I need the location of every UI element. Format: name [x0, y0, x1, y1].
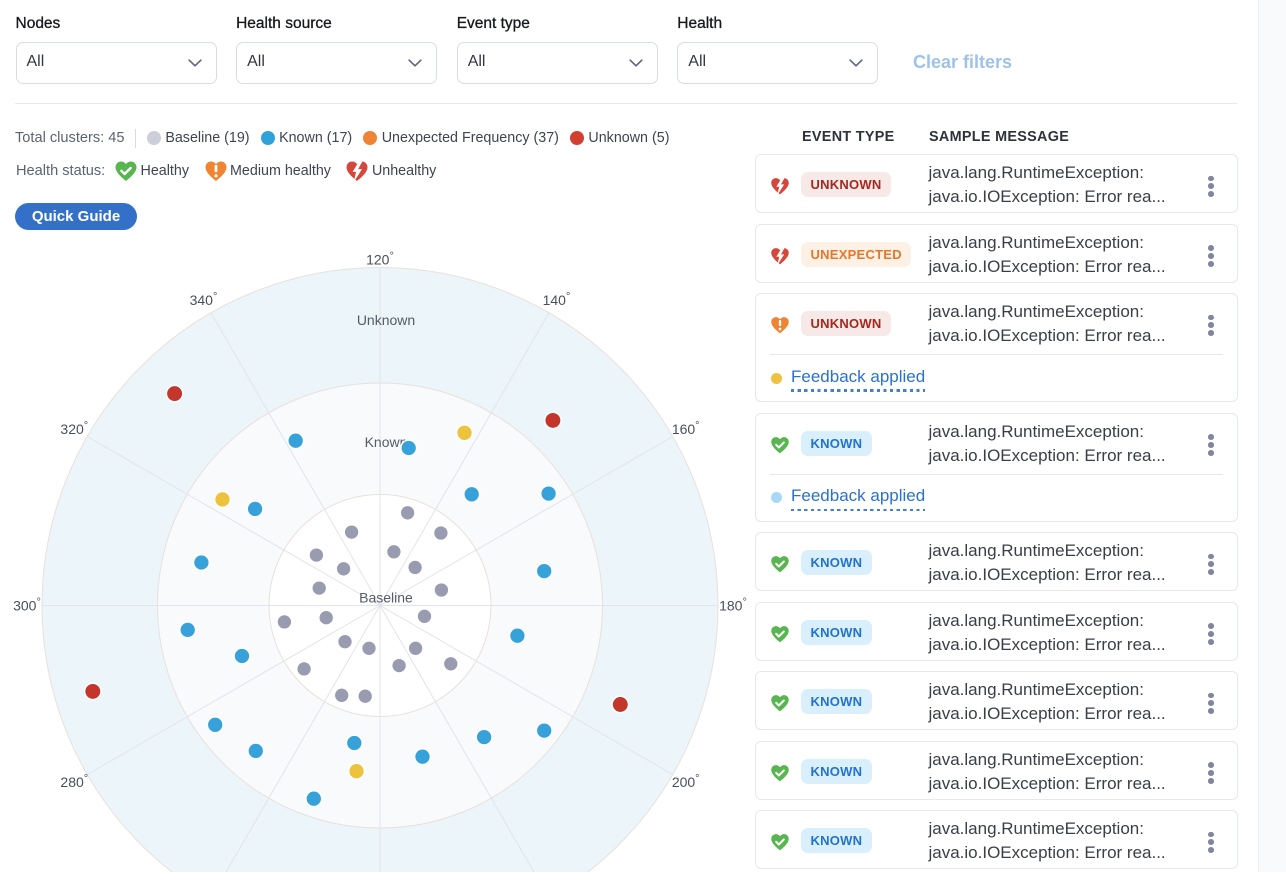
svg-text:120°: 120° [366, 251, 394, 268]
svg-text:160°: 160° [672, 420, 700, 437]
svg-text:Baseline: Baseline [359, 590, 413, 606]
svg-text:Unknown: Unknown [357, 312, 415, 328]
svg-text:300°: 300° [13, 597, 41, 614]
svg-text:180°: 180° [719, 597, 747, 614]
svg-text:140°: 140° [543, 291, 571, 308]
svg-text:Known: Known [365, 434, 408, 450]
svg-text:200°: 200° [672, 773, 700, 790]
svg-text:280°: 280° [60, 773, 88, 790]
svg-text:340°: 340° [190, 291, 218, 308]
svg-text:320°: 320° [60, 420, 88, 437]
